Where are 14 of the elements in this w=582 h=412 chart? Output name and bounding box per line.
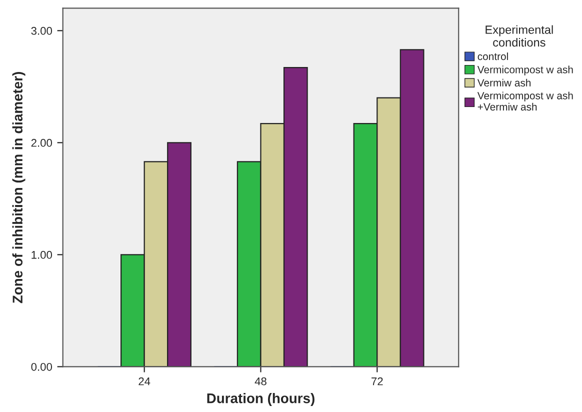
x-tick-label: 24 [138, 377, 150, 386]
legend-title: Experimental conditions [486, 25, 553, 47]
legend-label: control [478, 52, 508, 60]
y-axis-title: Zone of inhibition (mm in diameter) [12, 72, 26, 304]
legend-label: Vermicompost w ash +Vermiw ash [477, 92, 573, 111]
y-tick-label: 2.00 [31, 138, 52, 147]
x-tick-label: 48 [254, 377, 266, 386]
y-tick-label: 0.00 [31, 362, 52, 371]
x-axis-title: Duration (hours) [207, 393, 314, 406]
legend-label: Vermiw ash [477, 78, 531, 87]
x-tick-label: 72 [372, 377, 383, 386]
y-tick-label: 3.00 [31, 26, 52, 35]
y-tick-label: 1.00 [32, 250, 52, 259]
legend-label: Vermicompost w ash [477, 66, 573, 76]
